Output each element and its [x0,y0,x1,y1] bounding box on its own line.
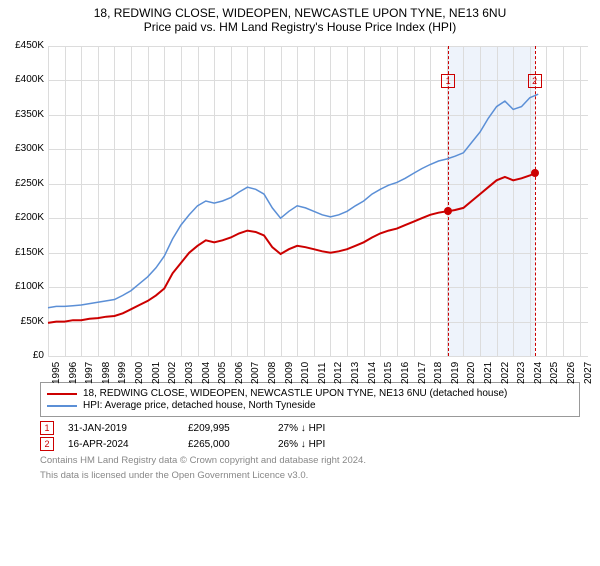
tx-delta: 27% ↓ HPI [278,423,378,434]
chart-title-line2: Price paid vs. HM Land Registry's House … [0,20,600,34]
series-property [48,173,535,323]
footer-copyright: Contains HM Land Registry data © Crown c… [40,455,580,466]
legend-label: HPI: Average price, detached house, Nort… [83,400,316,411]
tx-delta: 26% ↓ HPI [278,439,378,450]
legend-swatch [47,393,77,395]
tx-marker-icon: 2 [40,437,54,451]
chart-marker: 1 [441,74,455,88]
legend-label: 18, REDWING CLOSE, WIDEOPEN, NEWCASTLE U… [83,388,507,399]
transaction-point [531,169,539,177]
chart-title-line1: 18, REDWING CLOSE, WIDEOPEN, NEWCASTLE U… [0,6,600,20]
tx-marker-cell: 2 [40,437,68,451]
tx-marker-icon: 1 [40,421,54,435]
legend-swatch [47,405,77,407]
series-hpi [48,94,538,308]
tx-date: 31-JAN-2019 [68,423,188,434]
footer-licence: This data is licensed under the Open Gov… [40,470,580,481]
transactions-table: 1 31-JAN-2019£209,99527% ↓ HPI 2 16-APR-202… [40,421,580,451]
transaction-row: 1 31-JAN-2019£209,99527% ↓ HPI [40,421,580,435]
legend-item: HPI: Average price, detached house, Nort… [47,400,573,411]
chart-marker: 2 [528,74,542,88]
tx-marker-cell: 1 [40,421,68,435]
transaction-point [444,207,452,215]
chart-lines [6,38,594,376]
tx-date: 16-APR-2024 [68,439,188,450]
price-chart: £0£50K£100K£150K£200K£250K£300K£350K£400… [6,38,594,376]
legend-item: 18, REDWING CLOSE, WIDEOPEN, NEWCASTLE U… [47,388,573,399]
tx-price: £265,000 [188,439,278,450]
chart-legend: 18, REDWING CLOSE, WIDEOPEN, NEWCASTLE U… [40,382,580,417]
transaction-row: 2 16-APR-2024£265,00026% ↓ HPI [40,437,580,451]
tx-price: £209,995 [188,423,278,434]
